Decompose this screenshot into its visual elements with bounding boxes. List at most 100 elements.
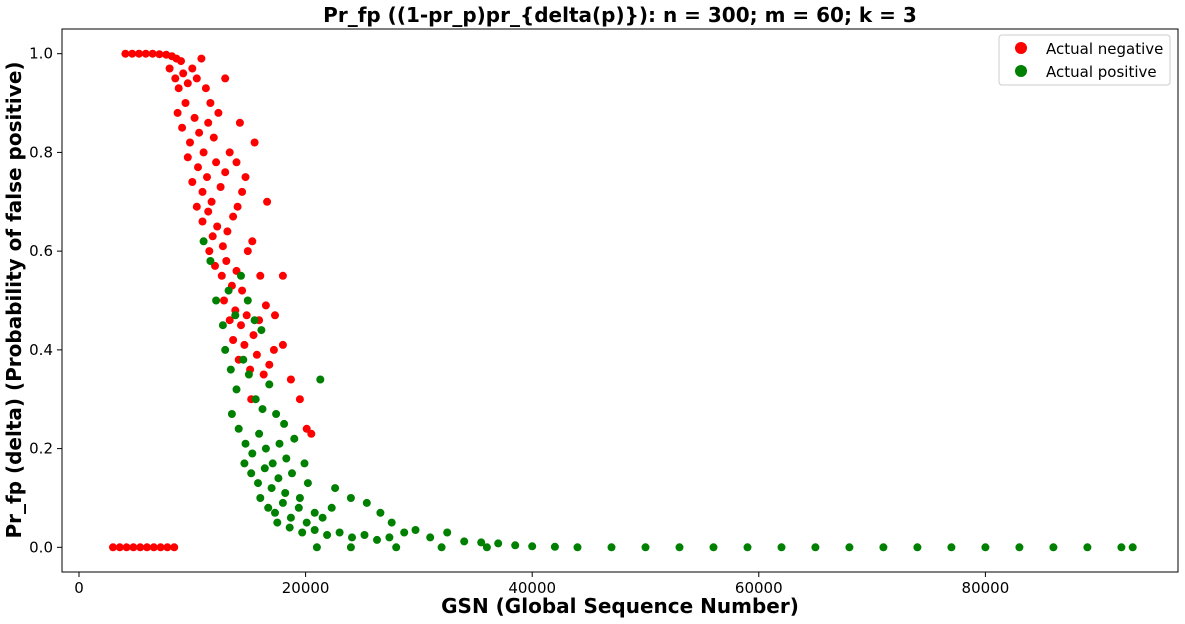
x-axis-label: GSN (Global Sequence Number) — [441, 594, 799, 618]
point-actual-positive — [494, 539, 503, 548]
point-actual-negative — [216, 183, 225, 191]
point-actual-negative — [229, 336, 238, 344]
point-actual-negative — [240, 340, 249, 349]
point-actual-positive — [199, 237, 208, 246]
point-actual-negative — [136, 543, 145, 552]
point-actual-negative — [201, 84, 210, 93]
point-actual-negative — [192, 74, 201, 83]
point-actual-positive — [550, 542, 559, 551]
point-actual-negative — [183, 153, 192, 162]
point-actual-negative — [220, 296, 228, 305]
point-actual-positive — [411, 526, 420, 534]
point-actual-positive — [709, 543, 718, 552]
point-actual-negative — [148, 49, 157, 58]
point-actual-positive — [261, 444, 270, 453]
point-actual-positive — [316, 375, 325, 384]
point-actual-negative — [271, 311, 279, 320]
y-axis: 0.0 0.2 0.4 0.6 0.8 1.0 — [29, 45, 62, 556]
point-actual-negative — [263, 197, 272, 206]
point-actual-negative — [249, 331, 258, 340]
point-actual-positive — [286, 513, 295, 522]
point-actual-negative — [181, 99, 190, 107]
point-actual-positive — [247, 469, 256, 478]
point-actual-positive — [1117, 543, 1126, 552]
legend-marker-actual-negative — [1015, 42, 1027, 54]
x-tick-label: 20000 — [282, 579, 330, 597]
point-actual-negative — [248, 237, 257, 246]
point-actual-negative — [233, 202, 242, 211]
point-actual-positive — [231, 311, 240, 320]
point-actual-positive — [268, 459, 277, 468]
point-actual-negative — [171, 74, 180, 83]
point-actual-negative — [203, 173, 211, 182]
point-actual-positive — [845, 543, 854, 552]
point-actual-negative — [188, 178, 197, 186]
point-actual-positive — [273, 518, 282, 527]
point-actual-positive — [241, 439, 250, 448]
point-actual-negative — [229, 212, 238, 221]
point-actual-negative — [186, 138, 194, 147]
point-actual-negative — [221, 74, 230, 83]
point-actual-negative — [135, 49, 143, 58]
point-actual-positive — [290, 434, 299, 443]
point-actual-positive — [318, 513, 327, 522]
point-actual-positive — [265, 380, 274, 389]
x-tick-label: 40000 — [508, 579, 556, 597]
point-actual-negative — [188, 64, 197, 73]
point-actual-positive — [376, 508, 385, 517]
point-actual-negative — [232, 158, 241, 167]
y-tick-label: 0.0 — [29, 538, 53, 556]
point-actual-positive — [298, 528, 307, 537]
point-actual-positive — [295, 494, 304, 502]
points-layer — [109, 49, 1137, 552]
point-actual-negative — [241, 173, 250, 182]
point-actual-negative — [209, 133, 218, 142]
point-actual-positive — [206, 257, 215, 265]
point-actual-negative — [179, 69, 188, 78]
point-actual-positive — [239, 355, 248, 364]
x-tick-label: 0 — [74, 579, 84, 597]
point-actual-positive — [310, 508, 319, 517]
point-actual-positive — [947, 543, 956, 552]
point-actual-positive — [607, 543, 616, 552]
point-actual-positive — [310, 526, 319, 534]
point-actual-positive — [312, 543, 321, 552]
point-actual-positive — [274, 474, 283, 483]
point-actual-positive — [777, 543, 786, 552]
point-actual-positive — [327, 503, 336, 512]
point-actual-positive — [294, 503, 303, 512]
point-actual-positive — [331, 484, 340, 493]
point-actual-positive — [373, 535, 381, 544]
point-actual-negative — [307, 429, 316, 438]
point-actual-positive — [426, 533, 435, 542]
point-actual-negative — [235, 118, 244, 127]
point-actual-negative — [194, 163, 202, 172]
point-actual-positive — [264, 503, 273, 512]
point-actual-positive — [573, 543, 582, 552]
point-actual-positive — [255, 429, 264, 438]
point-actual-positive — [323, 531, 332, 539]
point-actual-positive — [234, 424, 243, 433]
point-actual-negative — [207, 197, 216, 206]
point-actual-positive — [811, 543, 820, 552]
point-actual-negative — [221, 168, 230, 177]
point-actual-positive — [212, 296, 221, 305]
point-actual-negative — [225, 148, 234, 157]
point-actual-positive — [278, 498, 287, 507]
point-actual-negative — [213, 222, 222, 231]
point-actual-positive — [256, 494, 265, 502]
point-actual-positive — [224, 286, 233, 295]
point-actual-positive — [254, 479, 262, 488]
point-actual-positive — [257, 326, 266, 335]
point-actual-positive — [272, 410, 281, 418]
point-actual-positive — [360, 531, 369, 539]
point-actual-negative — [238, 187, 247, 196]
point-actual-positive — [1015, 543, 1024, 552]
point-actual-negative — [286, 375, 295, 384]
legend: Actual negative Actual positive — [998, 34, 1171, 86]
point-actual-positive — [221, 345, 230, 354]
point-actual-positive — [251, 395, 260, 404]
point-actual-negative — [261, 301, 270, 310]
chart-title: Pr_fp ((1-pr_p)pr_{delta(p)}): n = 300; … — [323, 3, 917, 27]
